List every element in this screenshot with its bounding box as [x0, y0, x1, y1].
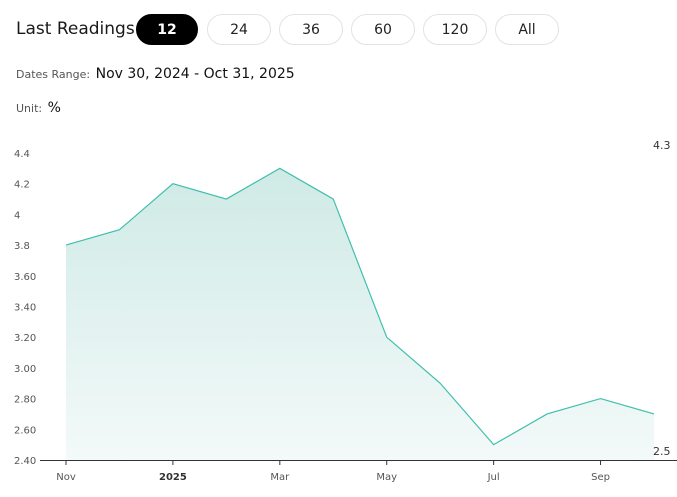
range-pill-120[interactable]: 120 — [423, 14, 487, 45]
x-tick-label: Jul — [487, 472, 500, 483]
range-pill-12[interactable]: 12 — [136, 14, 198, 45]
max-value-label: 4.3 — [653, 139, 671, 152]
unit-value: % — [47, 100, 61, 116]
readings-label: Last Readings: — [16, 19, 141, 39]
x-tick-label: May — [376, 472, 397, 483]
y-tick-label: 4.4 — [14, 149, 30, 160]
min-value-label: 2.5 — [653, 445, 671, 458]
y-tick-label: 3.00 — [14, 364, 36, 375]
unit-label: Unit: — [16, 102, 43, 115]
y-tick-label: 2.80 — [14, 395, 36, 406]
y-tick-label: 2.60 — [14, 425, 36, 436]
y-tick-label: 3.20 — [14, 333, 36, 344]
dates-range: Dates Range: Nov 30, 2024 - Oct 31, 2025 — [16, 66, 295, 82]
range-pill-36[interactable]: 36 — [279, 14, 343, 45]
x-tick-label: Sep — [591, 472, 610, 483]
dates-range-label: Dates Range: — [16, 68, 91, 81]
x-tick-label: 2025 — [159, 472, 187, 483]
range-pill-60[interactable]: 60 — [351, 14, 415, 45]
y-tick-label: 4.2 — [14, 180, 30, 191]
area-fill — [66, 168, 654, 460]
series-line — [65, 167, 655, 446]
range-pill-all[interactable]: All — [495, 14, 559, 45]
x-tick-label: Nov — [56, 472, 76, 483]
range-pill-24[interactable]: 24 — [207, 14, 271, 45]
unit: Unit: % — [16, 100, 61, 116]
dates-range-value: Nov 30, 2024 - Oct 31, 2025 — [95, 66, 295, 82]
y-tick-label: 2.40 — [14, 456, 36, 467]
y-tick-label: 4 — [14, 210, 20, 221]
y-tick-label: 3.40 — [14, 303, 36, 314]
x-tick-label: Mar — [270, 472, 290, 483]
y-tick-label: 3.60 — [14, 272, 36, 283]
y-tick-label: 3.8 — [14, 241, 30, 252]
